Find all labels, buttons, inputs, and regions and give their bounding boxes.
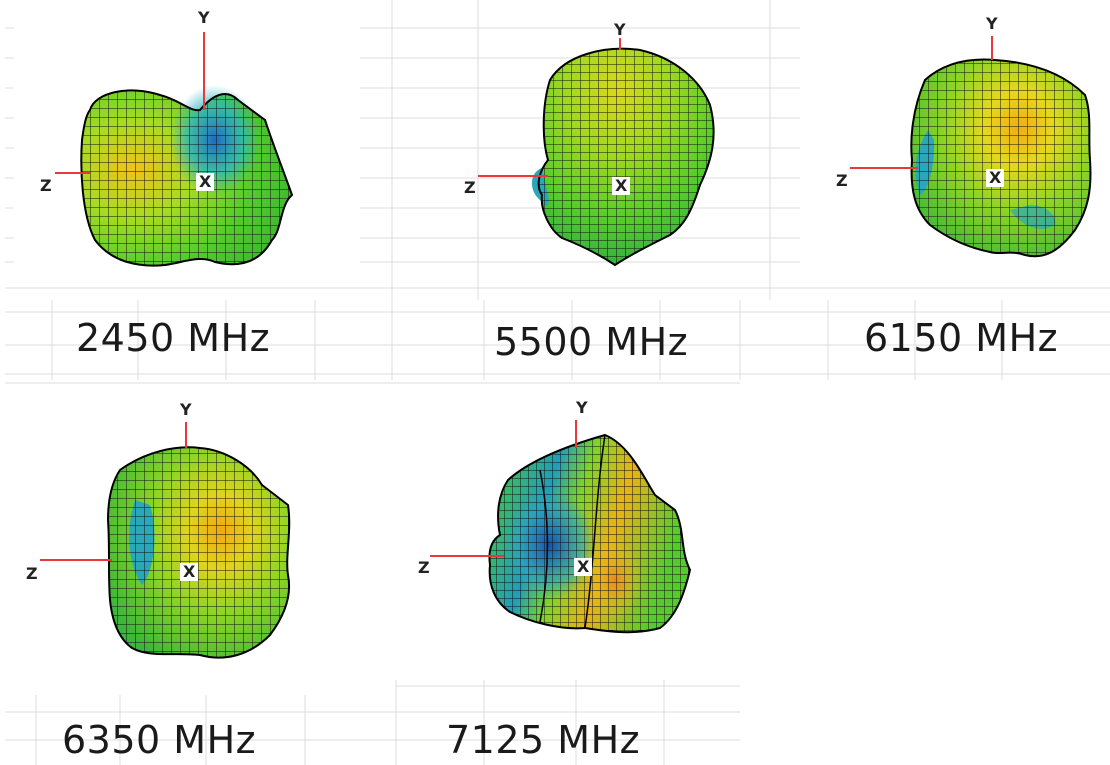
radiation-pattern-3d <box>40 422 291 659</box>
z-axis-label: Z <box>26 564 38 583</box>
frequency-label: 2450 MHz <box>76 316 271 360</box>
frequency-label: 6350 MHz <box>62 718 257 762</box>
y-axis-label: Y <box>986 14 998 33</box>
z-axis-label: Z <box>40 176 52 195</box>
x-axis-label: X <box>986 169 1005 187</box>
frequency-label: 5500 MHz <box>494 320 689 364</box>
x-axis-label: X <box>612 177 631 195</box>
z-axis-label: Z <box>836 171 848 190</box>
radiation-pattern-3d <box>478 38 715 267</box>
frequency-label: 6150 MHz <box>864 316 1059 360</box>
z-axis-label: Z <box>464 178 476 197</box>
x-axis-label: X <box>180 563 199 581</box>
z-axis-label: Z <box>418 558 430 577</box>
y-axis-label: Y <box>198 8 210 27</box>
frequency-label: 7125 MHz <box>446 718 641 762</box>
x-axis-label: X <box>196 173 215 191</box>
pattern-panel-6350: Y Z X <box>0 390 380 690</box>
y-axis-label: Y <box>576 398 588 417</box>
x-axis-label: X <box>574 558 593 576</box>
pattern-panel-5500: Y Z X <box>400 0 800 300</box>
y-axis-label: Y <box>180 400 192 419</box>
radiation-pattern-3d <box>430 420 692 634</box>
pattern-panel-2450: Y Z X <box>0 0 360 300</box>
radiation-pattern-3d <box>850 36 1092 258</box>
y-axis-label: Y <box>614 20 626 39</box>
radiation-pattern-3d <box>55 32 294 267</box>
pattern-panel-6150: Y Z X <box>820 0 1110 300</box>
pattern-panel-7125: Y Z X <box>400 390 740 690</box>
